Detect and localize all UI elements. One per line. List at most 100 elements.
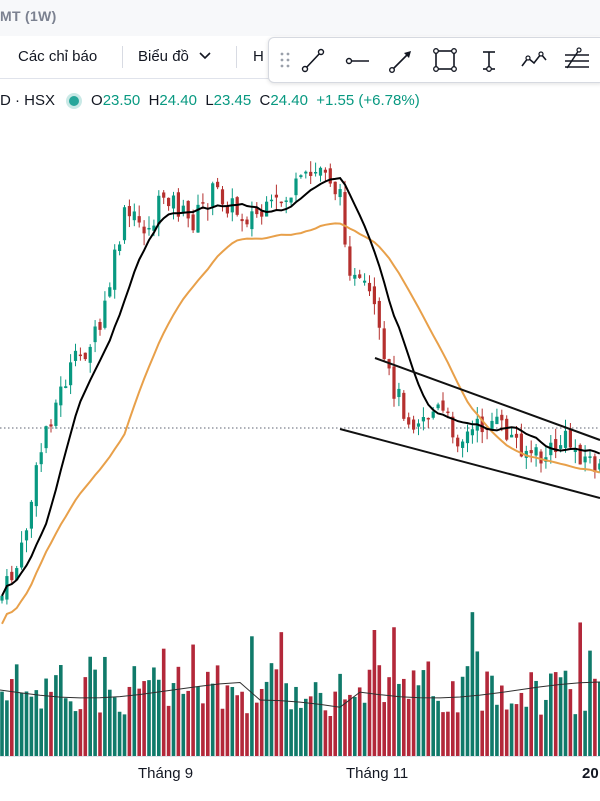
price-chart[interactable] — [0, 120, 600, 756]
candle-body — [15, 568, 19, 581]
volume-bar — [68, 701, 73, 756]
volume-bar — [578, 622, 582, 756]
volume-bar — [514, 704, 519, 756]
candle-body — [201, 202, 205, 204]
volume-bar — [558, 677, 563, 756]
candle-body — [402, 392, 406, 419]
candle-body — [426, 417, 430, 420]
candle-body — [446, 411, 450, 414]
volume-bar — [157, 679, 161, 756]
volume-bar — [98, 712, 102, 756]
volume-bar — [367, 669, 372, 756]
candle-body — [495, 416, 499, 425]
volume-bar — [14, 664, 19, 756]
candle-body — [397, 388, 401, 398]
candle-body — [122, 207, 127, 241]
candle-body — [309, 171, 313, 176]
volume-bar — [259, 688, 264, 756]
candle-body — [88, 346, 92, 363]
candle-body — [304, 171, 308, 174]
volume-bar — [206, 671, 210, 756]
rectangle-icon[interactable] — [429, 44, 461, 76]
volume-bar — [402, 678, 406, 756]
text-cursor-icon[interactable] — [473, 44, 505, 76]
candle-body — [568, 428, 572, 448]
candle-body — [416, 423, 421, 427]
candle-body — [490, 420, 494, 430]
drawing-toolbar — [268, 37, 600, 83]
candle-body — [0, 595, 4, 601]
candle-body — [328, 168, 332, 184]
candle-body — [250, 211, 254, 230]
candle-body — [59, 386, 63, 406]
volume-bar — [563, 670, 568, 756]
volume-bar — [24, 691, 29, 756]
candle-body — [34, 465, 38, 507]
candle-body — [137, 216, 141, 223]
indicators-button[interactable]: Các chỉ báo — [18, 48, 98, 65]
volume-bar — [495, 704, 499, 756]
horizontal-line-icon[interactable] — [341, 44, 373, 76]
trend-line-icon[interactable] — [297, 44, 329, 76]
volume-bar — [186, 690, 190, 756]
candle-body — [392, 366, 396, 399]
time-axis: Tháng 9 Tháng 11 20 — [0, 756, 600, 801]
candle-body — [598, 463, 600, 470]
candle-body — [274, 194, 278, 198]
change-value: +1.55 (+6.78%) — [316, 92, 420, 109]
volume-bar — [201, 703, 205, 756]
volume-bar — [59, 665, 63, 756]
candle-body — [367, 282, 372, 292]
candle-body — [318, 167, 323, 176]
window-title-bar: MT (1W) — [0, 0, 600, 37]
candle-body — [461, 441, 465, 448]
volume-bar — [475, 651, 480, 756]
low-value: 23.45 — [213, 92, 252, 109]
volume-bar — [181, 693, 186, 756]
volume-bar — [348, 694, 352, 756]
chart-type-button[interactable]: Biểu đồ — [138, 44, 211, 70]
fib-icon[interactable] — [559, 44, 591, 76]
channel-lower-line[interactable] — [339, 428, 600, 499]
volume-bar — [299, 707, 303, 756]
volume-bar — [54, 675, 58, 756]
volume-bar — [598, 681, 600, 756]
volume-bar — [255, 702, 259, 756]
channel-upper-line[interactable] — [374, 357, 600, 441]
candle-body — [29, 501, 33, 529]
drag-handle-icon[interactable] — [269, 44, 290, 76]
candle-body — [358, 274, 362, 278]
candle-body — [64, 386, 68, 388]
candle-body — [377, 300, 381, 328]
volume-bar — [108, 689, 112, 756]
toolbar-left-edge-icon[interactable] — [0, 44, 4, 70]
volume-bar — [34, 690, 39, 756]
symbol-name[interactable]: D · HSX — [0, 92, 56, 109]
toolbar-partial-button[interactable]: H — [253, 48, 264, 65]
volume-bar — [142, 681, 146, 756]
volume-bar — [39, 708, 43, 756]
candle-body — [167, 197, 171, 207]
volume-bar — [294, 686, 298, 756]
volume-bar — [426, 661, 431, 756]
high-value: 24.40 — [159, 92, 197, 109]
candle-body — [510, 434, 514, 438]
volume-bar — [441, 712, 445, 756]
volume-bar — [338, 673, 342, 756]
volume-bar — [328, 715, 333, 756]
pattern-icon[interactable] — [517, 44, 549, 76]
candle-body — [44, 426, 48, 449]
volume-bar — [63, 698, 68, 756]
candle-body — [465, 431, 470, 444]
candle-body — [118, 244, 122, 251]
volume-bar — [377, 665, 382, 756]
close-label: C — [259, 92, 271, 109]
volume-bar — [240, 691, 244, 756]
candle-body — [73, 350, 78, 361]
volume-bar — [49, 691, 53, 756]
volume-bar — [304, 698, 308, 756]
candle-body — [225, 205, 229, 214]
volume-bar — [318, 692, 323, 756]
candle-body — [588, 456, 592, 458]
arrow-icon[interactable] — [385, 44, 417, 76]
